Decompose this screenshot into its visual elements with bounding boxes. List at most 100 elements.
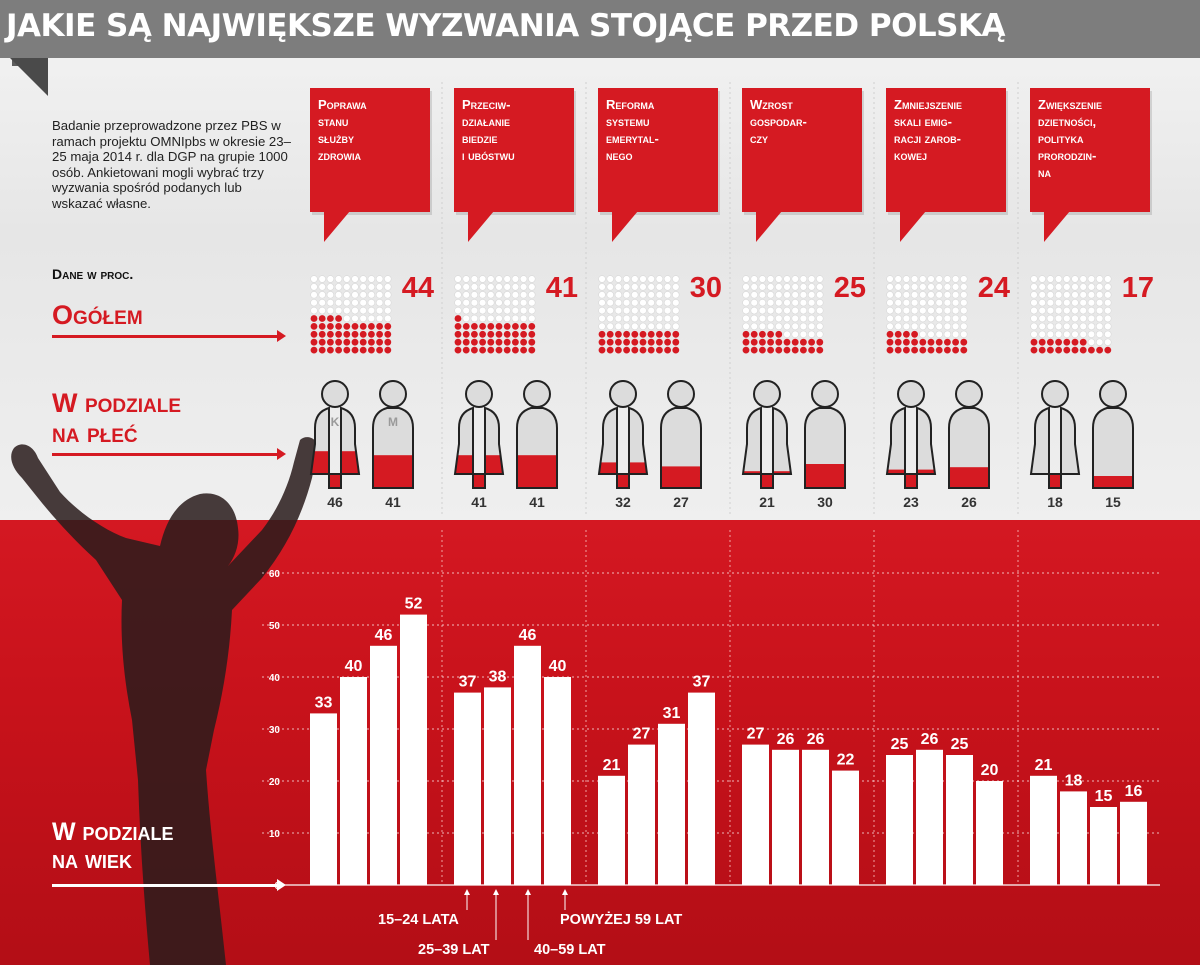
dot-empty — [375, 291, 384, 299]
dot-empty — [384, 275, 392, 283]
dot-empty — [1030, 306, 1038, 315]
dot-filled — [903, 338, 910, 346]
dot-filled — [775, 330, 783, 338]
dot-empty — [1079, 291, 1087, 299]
dot-empty — [791, 306, 799, 315]
silhouette-figure — [11, 437, 319, 965]
dot-empty — [639, 283, 647, 291]
dot-empty — [487, 275, 495, 283]
dot-empty — [742, 291, 750, 299]
dot-filled — [368, 338, 375, 346]
age-bar — [1030, 775, 1057, 885]
age-bar-value: 18 — [1065, 772, 1083, 789]
dot-empty — [462, 306, 470, 315]
dot-filled — [911, 346, 918, 354]
dot-filled — [503, 346, 511, 354]
dot-filled — [598, 346, 606, 354]
dot-empty — [606, 299, 614, 307]
dot-empty — [1071, 306, 1079, 315]
dot-empty — [663, 275, 672, 283]
dot-filled — [1079, 338, 1087, 346]
dot-empty — [622, 314, 631, 323]
dot-filled — [935, 346, 943, 354]
y-tick-label: 0 — [274, 881, 280, 892]
dot-empty — [807, 291, 816, 299]
dot-empty — [775, 322, 783, 331]
dot-empty — [462, 291, 470, 299]
silhouette-body-outline — [741, 406, 793, 489]
dot-filled — [318, 315, 326, 322]
dot-empty — [1104, 299, 1112, 307]
age-bar-value: 25 — [891, 736, 909, 753]
dot-filled — [783, 338, 791, 346]
dot-empty — [367, 291, 376, 299]
dot-empty — [1087, 306, 1096, 315]
dot-filled — [454, 323, 462, 330]
age-bar — [1120, 801, 1147, 885]
age-bar-value: 25 — [951, 736, 969, 753]
age-bar — [598, 775, 625, 885]
dot-empty — [663, 283, 672, 291]
female-value-6: 18 — [1047, 494, 1063, 510]
dot-empty — [631, 275, 639, 283]
dot-empty — [951, 314, 960, 323]
dot-empty — [528, 299, 536, 307]
dot-filled — [335, 346, 342, 354]
dot-empty — [503, 283, 511, 291]
dot-empty — [1038, 330, 1046, 338]
dot-empty — [1063, 322, 1071, 331]
dot-empty — [326, 299, 335, 307]
dot-empty — [503, 299, 511, 307]
dot-filled — [1096, 346, 1103, 354]
female-value-1: 46 — [327, 494, 343, 510]
age-note-pointer-head — [493, 889, 499, 895]
silhouette-body-outline — [597, 406, 649, 489]
dot-filled — [606, 330, 614, 338]
female-fill — [599, 462, 647, 488]
dot-empty — [935, 283, 943, 291]
dot-empty — [960, 330, 968, 338]
dot-filled — [944, 338, 951, 346]
age-note-pointer-head — [562, 889, 568, 895]
silhouette-body-outline — [885, 406, 937, 489]
dot-empty — [318, 299, 326, 307]
dot-filled — [800, 346, 807, 354]
dot-empty — [1046, 322, 1055, 331]
dot-filled — [495, 330, 503, 338]
dot-empty — [943, 306, 952, 315]
age-bar-value: 37 — [459, 674, 477, 691]
dot-empty — [1063, 291, 1071, 299]
dot-empty — [384, 306, 392, 315]
dot-empty — [951, 283, 960, 291]
dot-empty — [318, 283, 326, 291]
dot-empty — [343, 275, 351, 283]
age-note-pointer-head — [525, 889, 531, 895]
silhouette-head-outline — [321, 380, 349, 408]
dot-empty — [799, 291, 808, 299]
gender-section-label-line2: na płeć — [52, 418, 138, 448]
dot-empty — [503, 306, 511, 315]
dot-empty — [894, 283, 902, 291]
male-marker: M — [388, 415, 398, 429]
dot-empty — [655, 283, 664, 291]
age-bar-value: 21 — [603, 757, 621, 774]
dot-empty — [1095, 306, 1104, 315]
dot-empty — [639, 322, 647, 331]
dot-empty — [470, 291, 479, 299]
dot-empty — [1030, 330, 1038, 338]
dot-filled — [1071, 338, 1079, 346]
dot-empty — [614, 314, 623, 323]
dot-filled — [528, 346, 536, 354]
dot-empty — [943, 330, 952, 338]
dot-empty — [511, 283, 520, 291]
dot-empty — [351, 291, 359, 299]
dot-empty — [943, 314, 952, 323]
overall-value-2: 41 — [545, 272, 578, 304]
dot-filled — [528, 323, 536, 330]
dot-filled — [479, 330, 486, 338]
dot-empty — [606, 283, 614, 291]
dot-empty — [462, 299, 470, 307]
dot-empty — [1054, 291, 1063, 299]
dot-filled — [639, 346, 647, 354]
dot-empty — [1095, 338, 1104, 346]
